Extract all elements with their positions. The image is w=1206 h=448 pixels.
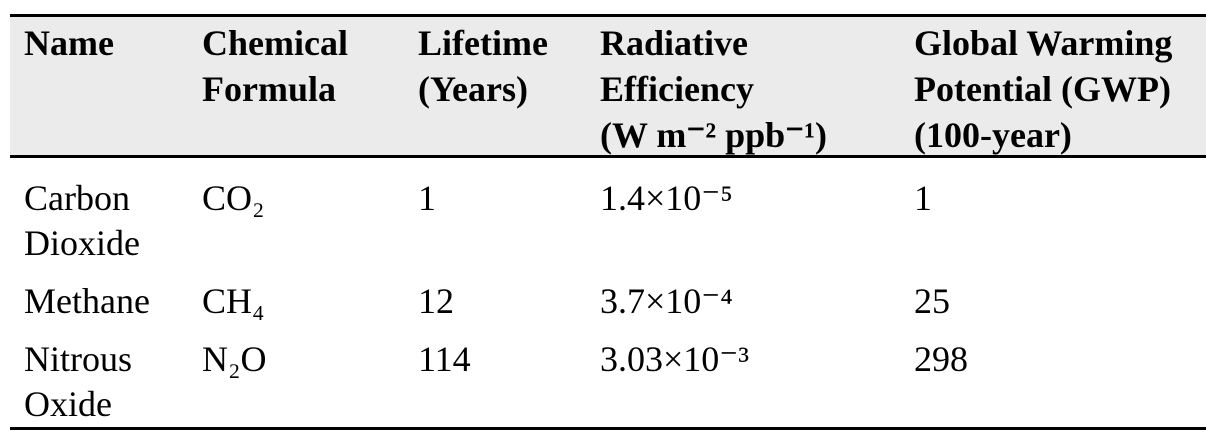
header-text: Formula xyxy=(202,69,336,109)
header-background xyxy=(10,15,1206,157)
cell-text: N₂O xyxy=(202,339,267,379)
cell-text: 3.7×10⁻⁴ xyxy=(600,281,733,321)
cell-text: Methane xyxy=(24,281,150,321)
header-rule xyxy=(10,155,1206,158)
cell-text: 1.4×10⁻⁵ xyxy=(600,178,733,218)
cell-text: 12 xyxy=(418,281,454,321)
header-text: (W m⁻² ppb⁻¹) xyxy=(600,115,827,155)
cell-text: 3.03×10⁻³ xyxy=(600,339,750,379)
cell-text: Carbon Dioxide xyxy=(24,178,140,263)
cell-text: 1 xyxy=(914,178,932,218)
header-text: (100-year) xyxy=(914,115,1072,155)
header-text: Chemical xyxy=(202,23,348,63)
bottom-rule xyxy=(10,427,1206,430)
header-text: Potential (GWP) xyxy=(914,69,1171,109)
cell-text: 1 xyxy=(418,178,436,218)
header-text: Global Warming xyxy=(914,23,1173,63)
cell-text: CO₂ xyxy=(202,178,265,218)
cell-text: Nitrous Oxide xyxy=(24,339,132,424)
header-text: Lifetime xyxy=(418,23,548,63)
cell-text: CH₄ xyxy=(202,281,265,321)
cell-text: 25 xyxy=(914,281,950,321)
header-text: (Years) xyxy=(418,69,528,109)
header-text: Radiative xyxy=(600,23,748,63)
cell-text: 114 xyxy=(418,339,471,379)
header-text: Efficiency xyxy=(600,69,754,109)
header-text: Name xyxy=(24,23,114,63)
top-rule xyxy=(10,14,1206,17)
cell-text: 298 xyxy=(914,339,968,379)
